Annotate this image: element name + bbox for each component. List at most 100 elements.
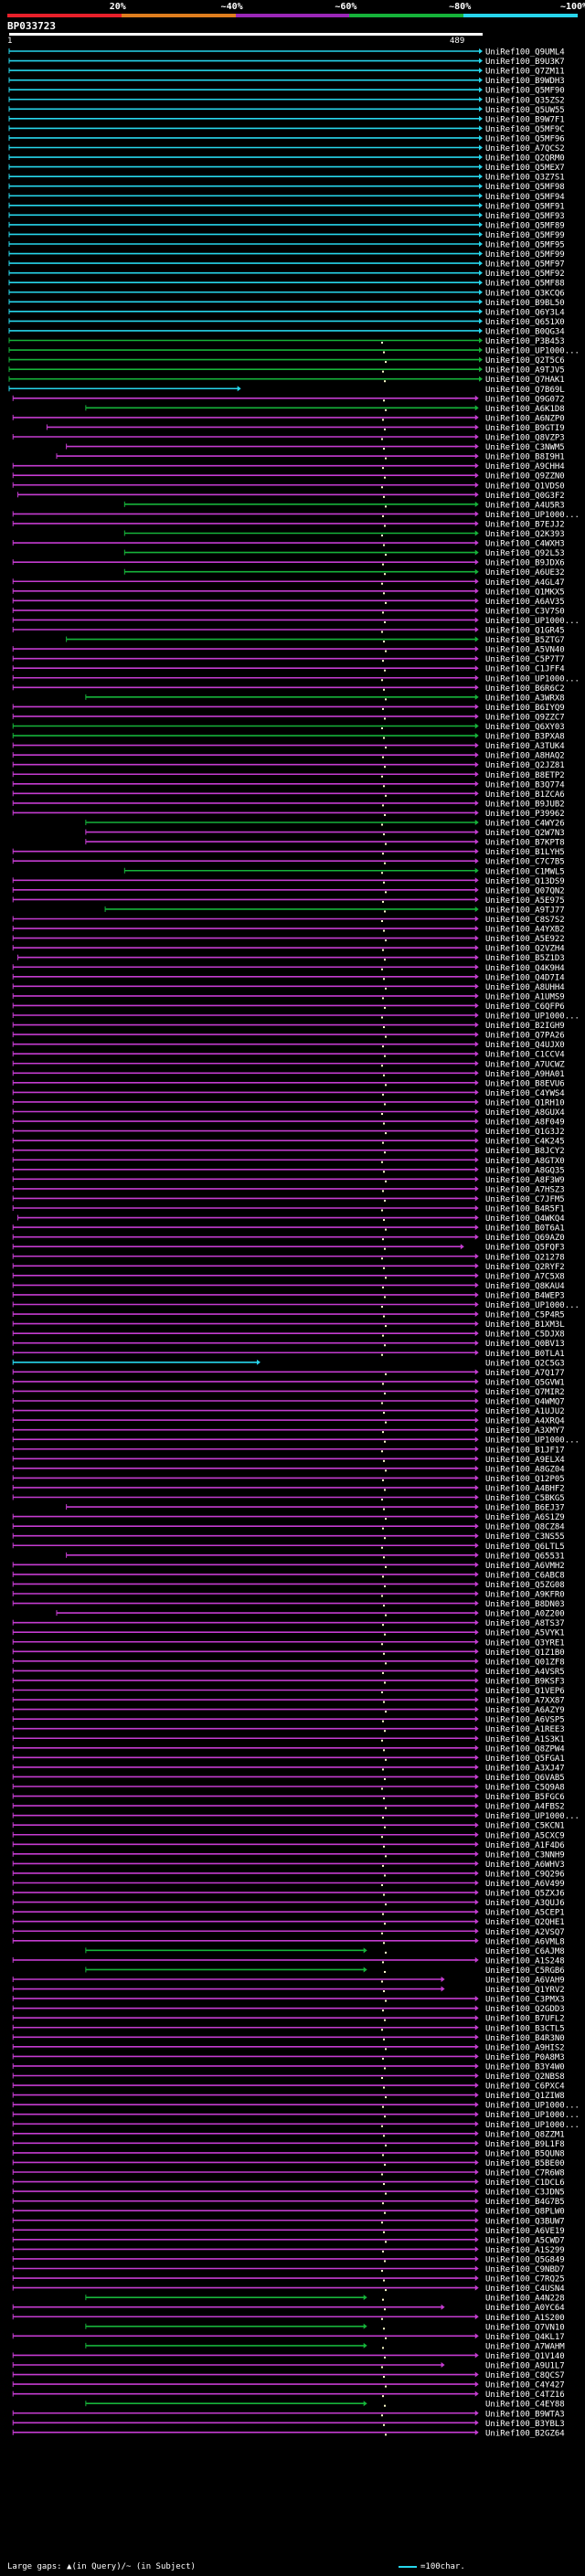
hit-label[interactable]: UniRef100_A8F3W9 xyxy=(485,1176,565,1185)
hit-label[interactable]: UniRef100_Q1VDS0 xyxy=(485,482,565,491)
hit-label[interactable]: UniRef100_A1S248 xyxy=(485,1956,565,1966)
hit-label[interactable]: UniRef100_A7HSZ3 xyxy=(485,1185,565,1194)
hit-label[interactable]: UniRef100_C4Y427 xyxy=(485,2381,565,2390)
hit-label[interactable]: UniRef100_A9CHH4 xyxy=(485,462,565,472)
hit-label[interactable]: UniRef100_C5KCN1 xyxy=(485,1822,565,1831)
hit-label[interactable]: UniRef100_A4FBS2 xyxy=(485,1803,565,1812)
hit-label[interactable]: UniRef100_Q5MF91 xyxy=(485,202,565,211)
hit-label[interactable]: UniRef100_UP1000... xyxy=(485,2102,580,2111)
hit-label[interactable]: UniRef100_Q13DS9 xyxy=(485,877,565,886)
hit-label[interactable]: UniRef100_B2IGH9 xyxy=(485,1022,565,1031)
hit-label[interactable]: UniRef100_Q5UW55 xyxy=(485,106,565,115)
hit-label[interactable]: UniRef100_B5ZTG7 xyxy=(485,636,565,645)
hit-label[interactable]: UniRef100_A5CEP1 xyxy=(485,1909,565,1918)
hit-label[interactable]: UniRef100_Q1Z1B0 xyxy=(485,1648,565,1658)
hit-label[interactable]: UniRef100_A5VYK1 xyxy=(485,1629,565,1638)
hit-label[interactable]: UniRef100_B3PXA8 xyxy=(485,733,565,742)
hit-label[interactable]: UniRef100_Q9UML4 xyxy=(485,48,565,58)
hit-label[interactable]: UniRef100_B4R5F1 xyxy=(485,1205,565,1214)
hit-label[interactable]: UniRef100_Q4WMQ7 xyxy=(485,1398,565,1407)
hit-label[interactable]: UniRef100_B7KPT8 xyxy=(485,839,565,848)
hit-label[interactable]: UniRef100_A1S200 xyxy=(485,2314,565,2323)
hit-label[interactable]: UniRef100_C4K245 xyxy=(485,1138,565,1147)
hit-label[interactable]: UniRef100_Q3KCQ6 xyxy=(485,289,565,298)
hit-label[interactable]: UniRef100_Q5G849 xyxy=(485,2255,565,2264)
hit-label[interactable]: UniRef100_B3YBL3 xyxy=(485,2420,565,2429)
hit-label[interactable]: UniRef100_C4EY88 xyxy=(485,2401,565,2410)
hit-label[interactable]: UniRef100_Q9G072 xyxy=(485,395,565,404)
hit-label[interactable]: UniRef100_A6AZY9 xyxy=(485,1706,565,1715)
hit-label[interactable]: UniRef100_Q3BUW7 xyxy=(485,2217,565,2226)
hit-label[interactable]: UniRef100_A8GQ35 xyxy=(485,1166,565,1175)
hit-label[interactable]: UniRef100_A4N228 xyxy=(485,2295,565,2304)
hit-label[interactable]: UniRef100_A8GTX0 xyxy=(485,1157,565,1166)
hit-label[interactable]: UniRef100_Q3YRE1 xyxy=(485,1638,565,1648)
hit-label[interactable]: UniRef100_C4USN4 xyxy=(485,2284,565,2294)
hit-label[interactable]: UniRef100_Q1MKX5 xyxy=(485,588,565,597)
hit-label[interactable]: UniRef100_Q1ZIW8 xyxy=(485,2092,565,2101)
hit-label[interactable]: UniRef100_B9GTI9 xyxy=(485,424,565,433)
hit-label[interactable]: UniRef100_C6ABC8 xyxy=(485,1571,565,1580)
hit-label[interactable]: UniRef100_A6AV35 xyxy=(485,598,565,607)
hit-label[interactable]: UniRef100_Q7B69L xyxy=(485,386,565,395)
hit-label[interactable]: UniRef100_A4BHF2 xyxy=(485,1484,565,1493)
hit-label[interactable]: UniRef100_Q2QHE1 xyxy=(485,1918,565,1927)
hit-label[interactable]: UniRef100_Q5MF97 xyxy=(485,260,565,270)
hit-label[interactable]: UniRef100_UP1000... xyxy=(485,511,580,520)
hit-label[interactable]: UniRef100_Q2GDD3 xyxy=(485,2005,565,2014)
hit-label[interactable]: UniRef100_C6QFP6 xyxy=(485,1002,565,1012)
hit-label[interactable]: UniRef100_Q7HAK1 xyxy=(485,376,565,385)
hit-label[interactable]: UniRef100_B9U3K7 xyxy=(485,58,565,67)
hit-label[interactable]: UniRef100_Q2NBS8 xyxy=(485,2072,565,2082)
hit-label[interactable]: UniRef100_C5BKG5 xyxy=(485,1494,565,1503)
hit-label[interactable]: UniRef100_C5DJX8 xyxy=(485,1330,565,1340)
hit-label[interactable]: UniRef100_A9U1L7 xyxy=(485,2362,565,2371)
hit-label[interactable]: UniRef100_Q1G3J2 xyxy=(485,1128,565,1137)
hit-label[interactable]: UniRef100_Q8VZP3 xyxy=(485,434,565,443)
hit-label[interactable]: UniRef100_C6AJM8 xyxy=(485,1947,565,1956)
hit-label[interactable]: UniRef100_C3V7S0 xyxy=(485,607,565,616)
hit-label[interactable]: UniRef100_Q0G3F2 xyxy=(485,492,565,501)
hit-label[interactable]: UniRef100_Q12P05 xyxy=(485,1475,565,1484)
hit-label[interactable]: UniRef100_Q8CZ84 xyxy=(485,1523,565,1532)
hit-label[interactable]: UniRef100_A8HAQ2 xyxy=(485,752,565,761)
hit-label[interactable]: UniRef100_C3NNH9 xyxy=(485,1850,565,1860)
hit-label[interactable]: UniRef100_A6VMH2 xyxy=(485,1562,565,1571)
hit-label[interactable]: UniRef100_Q5MF9C xyxy=(485,125,565,134)
hit-label[interactable]: UniRef100_B5QUN8 xyxy=(485,2149,565,2158)
hit-label[interactable]: UniRef100_UP1000... xyxy=(485,1436,580,1446)
hit-label[interactable]: UniRef100_B1ZCA6 xyxy=(485,790,565,800)
hit-label[interactable]: UniRef100_A7UCWZ xyxy=(485,1060,565,1069)
hit-label[interactable]: UniRef100_A6VAH9 xyxy=(485,1977,565,1986)
hit-label[interactable]: UniRef100_A6UE32 xyxy=(485,568,565,578)
hit-label[interactable]: UniRef100_A4XRQ4 xyxy=(485,1417,565,1426)
hit-label[interactable]: UniRef100_Q1GR45 xyxy=(485,627,565,636)
hit-label[interactable]: UniRef100_B9W7F1 xyxy=(485,115,565,124)
hit-label[interactable]: UniRef100_C3NWM5 xyxy=(485,443,565,452)
hit-label[interactable]: UniRef100_A1REE3 xyxy=(485,1725,565,1734)
hit-label[interactable]: UniRef100_C4WY26 xyxy=(485,820,565,829)
hit-label[interactable]: UniRef100_Q5MF94 xyxy=(485,193,565,202)
hit-label[interactable]: UniRef100_A0YC64 xyxy=(485,2304,565,2313)
hit-label[interactable]: UniRef100_A3TUK4 xyxy=(485,742,565,751)
hit-label[interactable]: UniRef100_A6K1D8 xyxy=(485,405,565,414)
hit-label[interactable]: UniRef100_A3XJ47 xyxy=(485,1764,565,1773)
hit-label[interactable]: UniRef100_A6VE19 xyxy=(485,2227,565,2236)
hit-label[interactable]: UniRef100_A8GUX4 xyxy=(485,1108,565,1118)
hit-label[interactable]: UniRef100_Q2VZH4 xyxy=(485,945,565,954)
hit-label[interactable]: UniRef100_Q4K9H4 xyxy=(485,964,565,973)
hit-label[interactable]: UniRef100_A3WRX8 xyxy=(485,694,565,703)
hit-label[interactable]: UniRef100_Q2K393 xyxy=(485,530,565,539)
hit-label[interactable]: UniRef100_C7R6W8 xyxy=(485,2169,565,2178)
hit-label[interactable]: UniRef100_B3CTL5 xyxy=(485,2024,565,2033)
hit-label[interactable]: UniRef100_C5P4R5 xyxy=(485,1311,565,1320)
hit-label[interactable]: UniRef100_C5Q9A8 xyxy=(485,1784,565,1793)
hit-label[interactable]: UniRef100_UP1000... xyxy=(485,1012,580,1022)
hit-label[interactable]: UniRef100_B9BL50 xyxy=(485,299,565,308)
hit-label[interactable]: UniRef100_B9JDX6 xyxy=(485,559,565,568)
hit-label[interactable]: UniRef100_Q6XY03 xyxy=(485,723,565,732)
hit-label[interactable]: UniRef100_Q1VEP6 xyxy=(485,1687,565,1696)
hit-label[interactable]: UniRef100_A4GL47 xyxy=(485,578,565,588)
hit-label[interactable]: UniRef100_Q01ZF8 xyxy=(485,1658,565,1667)
hit-label[interactable]: UniRef100_A1F4D6 xyxy=(485,1841,565,1850)
